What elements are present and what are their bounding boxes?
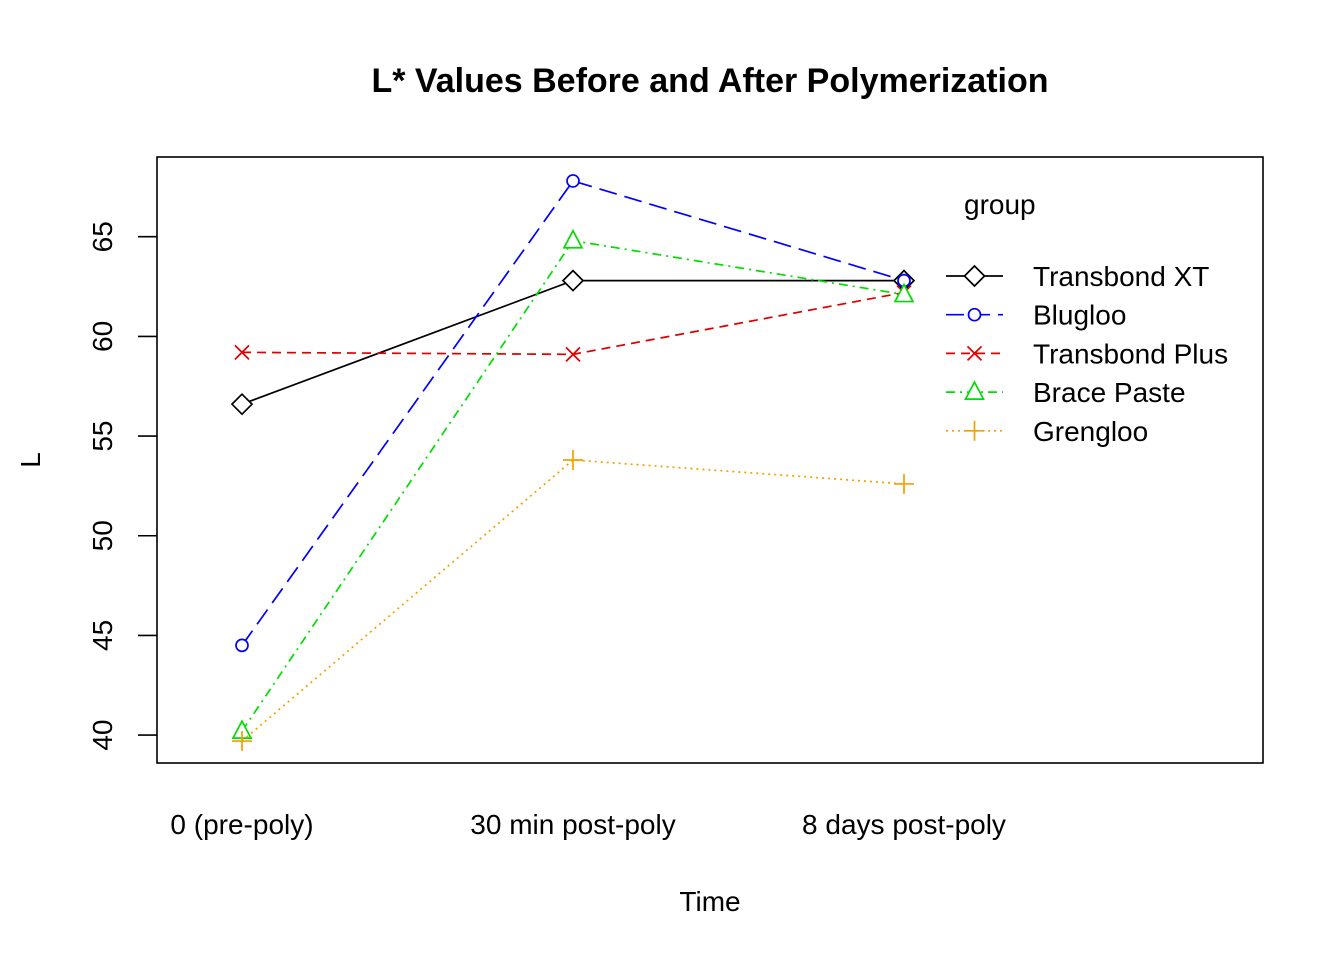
series-layer [230,174,916,752]
y-tick-label: 50 [87,520,118,551]
legend-marker [964,420,985,441]
series-line [241,279,904,405]
x-axis: 0 (pre-poly) 30 min post-poly 8 days post-… [170,809,1006,840]
x-tick-label: 8 days post-poly [802,809,1006,840]
legend-entry: Blugloo [946,300,1126,331]
series-blugloo [235,174,911,653]
series-brace-paste [231,228,915,739]
data-point [894,473,914,494]
legend-label: Grengloo [1033,416,1148,447]
legend-marker [963,264,986,288]
legend-label: Transbond Plus [1033,338,1228,369]
data-point [235,638,249,653]
legend-entry: Grengloo [946,416,1148,447]
y-axis: 40 45 50 55 60 65 [87,221,157,751]
series-line [241,239,905,732]
series-line [241,291,905,356]
y-tick-label: 45 [87,620,118,651]
data-point [562,228,584,249]
data-point [230,392,254,416]
data-point [565,346,581,362]
plot-frame [156,156,1264,764]
y-tick-label: 60 [87,321,118,352]
series-transbond-plus [234,284,912,362]
legend: group Transbond XT Blugloo Transbond Plus B… [946,189,1228,447]
y-axis-label: L [15,452,46,468]
data-point [234,344,250,360]
series-line [241,179,905,646]
series-transbond-xt [230,269,916,416]
legend-marker [967,307,982,322]
legend-label: Blugloo [1033,300,1126,331]
data-point [566,174,580,188]
y-tick-label: 40 [87,720,118,751]
legend-entry: Brace Paste [946,377,1186,408]
data-point [893,282,915,303]
data-point [563,450,583,470]
series-grengloo [232,450,914,752]
data-point [232,731,252,752]
legend-label: Transbond XT [1033,261,1209,292]
y-tick-label: 65 [87,221,118,252]
legend-marker [964,380,985,400]
y-tick-label: 55 [87,421,118,452]
data-point [561,269,585,292]
x-axis-label: Time [679,886,740,917]
x-tick-label: 0 (pre-poly) [170,809,313,840]
x-tick-label: 30 min post-poly [470,809,675,840]
legend-title: group [964,189,1036,220]
legend-label: Brace Paste [1033,377,1186,408]
legend-entry: Transbond XT [946,261,1209,292]
legend-entry: Transbond Plus [946,338,1228,369]
legend-marker [966,345,983,362]
chart-title: L* Values Before and After Polymerizatio… [371,62,1048,100]
series-line [241,459,905,742]
